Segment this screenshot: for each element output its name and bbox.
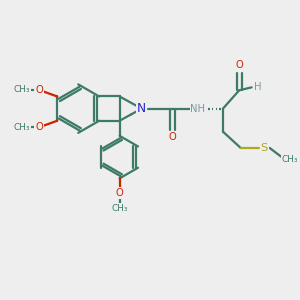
Text: O: O [235, 61, 243, 70]
Text: S: S [261, 143, 268, 153]
Text: H: H [254, 82, 262, 92]
Text: CH₃: CH₃ [281, 155, 298, 164]
Text: NH: NH [190, 103, 205, 114]
Text: O: O [35, 85, 43, 95]
Text: CH₃: CH₃ [111, 204, 128, 213]
Text: N: N [137, 102, 146, 115]
Text: CH₃: CH₃ [14, 123, 30, 132]
Text: O: O [35, 122, 43, 132]
Text: CH₃: CH₃ [14, 85, 30, 94]
Text: O: O [169, 132, 177, 142]
Text: O: O [116, 188, 124, 198]
